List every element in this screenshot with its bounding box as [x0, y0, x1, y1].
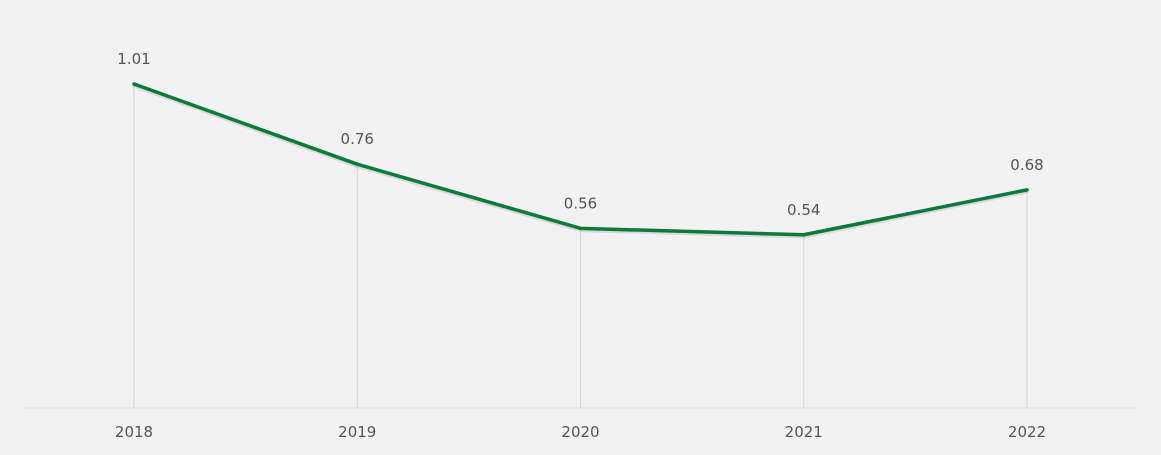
data-point-2022 [1025, 188, 1029, 192]
data-point-2020 [579, 226, 582, 230]
x-tick-label-2018: 2018 [115, 423, 153, 441]
gridlines [133, 84, 1028, 408]
data-labels: 1.01 0.76 0.56 0.54 0.68 [117, 50, 1043, 219]
x-tick-label-2020: 2020 [561, 423, 599, 441]
data-point-2019 [355, 162, 359, 166]
data-label-2022: 0.68 [1010, 156, 1043, 174]
data-point-2018 [132, 82, 136, 86]
data-label-2019: 0.76 [341, 130, 374, 148]
x-tick-label-2022: 2022 [1008, 423, 1046, 441]
x-axis-ticks: 2018 2019 2020 2021 2022 [115, 423, 1046, 441]
data-label-2018: 1.01 [117, 50, 150, 68]
data-point-2021 [802, 233, 806, 237]
data-label-2020: 0.56 [564, 194, 597, 212]
x-tick-label-2019: 2019 [338, 423, 376, 441]
series-layer [132, 82, 1029, 239]
data-label-2021: 0.54 [787, 201, 820, 219]
series-line-shadow [132, 84, 1029, 239]
x-tick-label-2021: 2021 [785, 423, 823, 441]
